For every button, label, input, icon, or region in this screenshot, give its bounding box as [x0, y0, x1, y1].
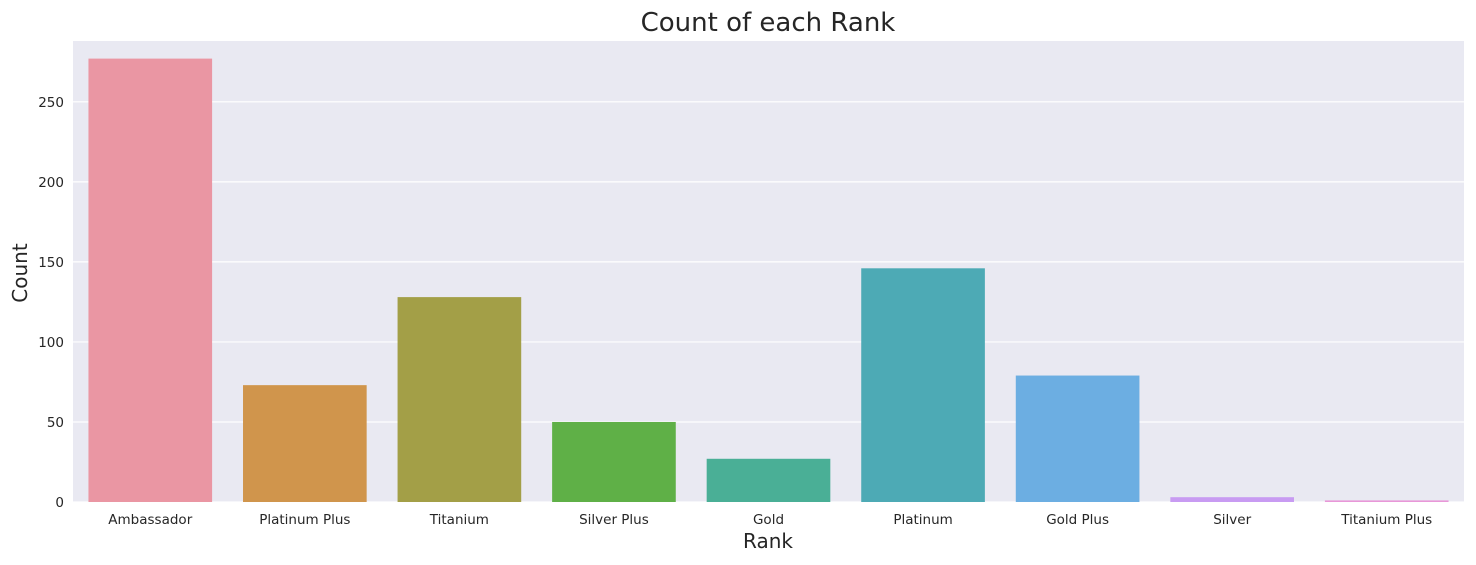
bar-silver: [1170, 497, 1294, 502]
x-tick-label: Platinum Plus: [259, 512, 350, 528]
x-tick-label: Gold Plus: [1046, 512, 1109, 528]
x-tick-label: Titanium Plus: [1340, 512, 1432, 528]
x-tick-label: Platinum: [893, 512, 952, 528]
x-tick-label: Silver Plus: [579, 512, 649, 528]
chart-title: Count of each Rank: [641, 8, 896, 38]
bar-ambassador: [88, 58, 213, 503]
x-tick-label: Gold: [753, 512, 784, 528]
y-tick-label: 50: [47, 415, 64, 431]
bar-silver-plus: [552, 421, 676, 502]
bar-titanium-plus: [1324, 500, 1449, 502]
x-tick-label: Ambassador: [108, 512, 192, 528]
x-axis-label: Rank: [743, 529, 793, 553]
bar-titanium: [397, 297, 522, 502]
bars: [88, 58, 1449, 503]
y-tick-label: 200: [38, 175, 64, 191]
y-axis-ticks: 0 50 100 150 200 250: [38, 95, 64, 511]
bar-platinum: [861, 268, 985, 502]
x-tick-label: Silver: [1213, 512, 1251, 528]
y-axis-label: Count: [8, 243, 32, 303]
y-tick-label: 150: [38, 255, 64, 271]
bar-gold-plus: [1015, 375, 1140, 502]
x-axis-ticks: Ambassador Platinum Plus Titanium Silver Pl…: [108, 512, 1432, 528]
bar-platinum-plus: [243, 385, 367, 502]
y-tick-label: 0: [55, 495, 64, 511]
y-tick-label: 250: [38, 95, 64, 111]
bar-gold: [706, 458, 831, 502]
x-tick-label: Titanium: [429, 512, 489, 528]
y-tick-label: 100: [38, 335, 64, 351]
